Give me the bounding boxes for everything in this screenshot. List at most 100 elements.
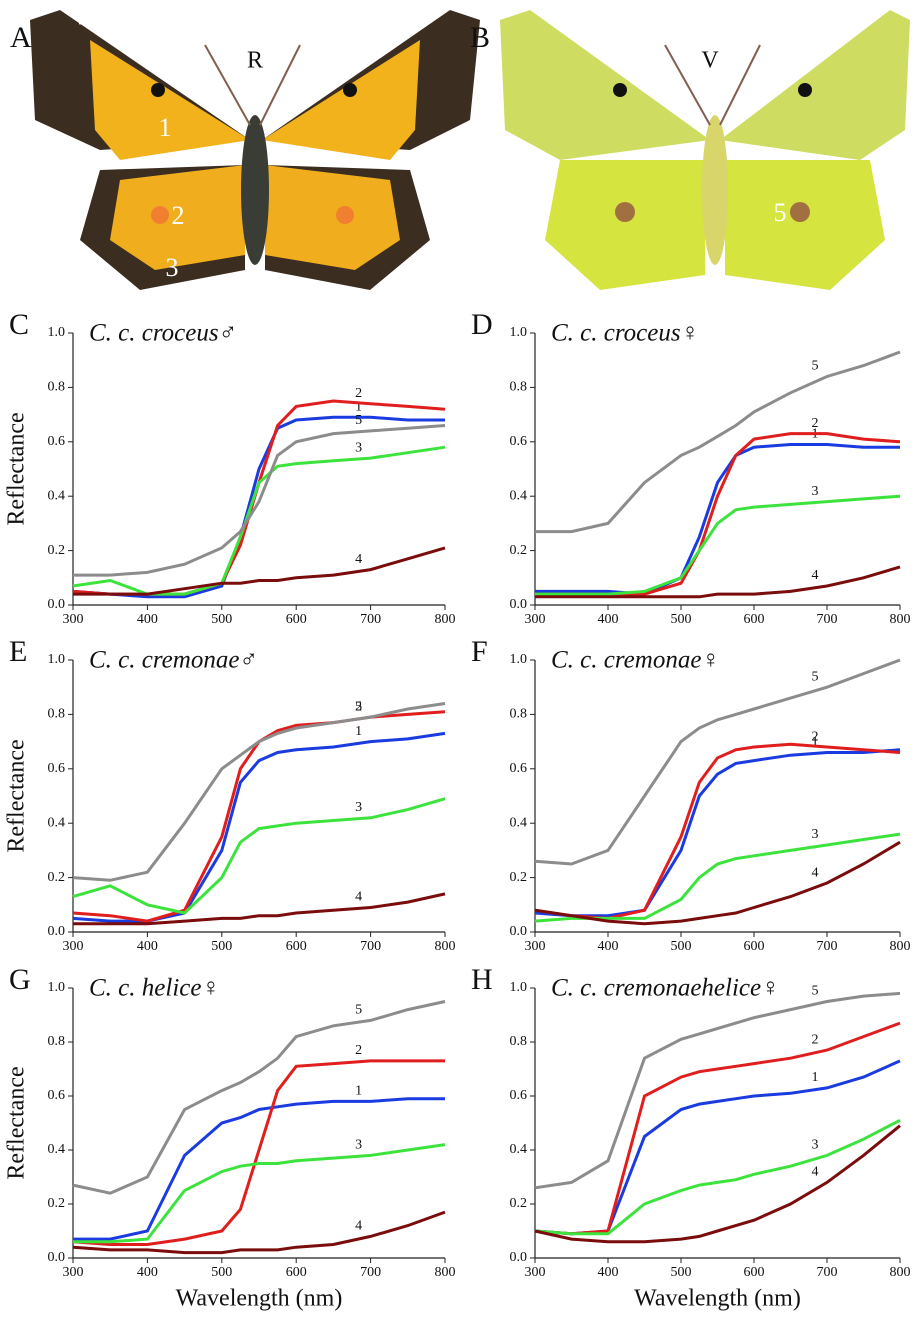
y-tick-label: 0.6 [48,761,66,776]
x-tick-label: 600 [286,612,307,627]
y-tick-label: 0.0 [510,597,528,612]
series-label: 3 [812,484,819,499]
series-label: 5 [812,669,819,684]
x-tick-label: 400 [598,939,619,954]
series-line [535,834,900,921]
panel-label: G [9,963,31,996]
series-line [535,1120,900,1233]
series-label: 1 [355,1084,362,1099]
y-tick-label: 1.0 [510,652,528,667]
x-tick-label: 700 [360,1265,381,1280]
side-label: V [701,48,719,74]
x-axis-label: Wavelength (nm) [634,1286,801,1312]
chart-title: C. c. cremonae♀ [551,647,720,674]
series-line [535,1023,900,1234]
y-tick-label: 0.8 [510,707,528,722]
x-tick-label: 600 [744,612,765,627]
series-label: 4 [355,1219,362,1234]
series-line [535,993,900,1187]
x-tick-label: 400 [598,1265,619,1280]
y-tick-label: 0.2 [510,870,528,885]
y-tick-label: 0.2 [48,543,66,558]
series-line [535,744,900,918]
series-line [535,352,900,532]
y-tick-label: 0.8 [510,1034,528,1049]
series-label: 4 [812,1165,819,1180]
y-tick-label: 0.0 [48,924,66,939]
x-tick-label: 700 [360,612,381,627]
x-tick-label: 300 [63,1265,84,1280]
y-tick-label: 0.4 [48,1142,66,1157]
x-tick-label: 400 [137,939,158,954]
series-label: 1 [355,724,362,739]
x-tick-label: 300 [525,939,546,954]
series-label: 3 [812,827,819,842]
x-tick-label: 500 [671,939,692,954]
chart-title: C. c. cremonae♂ [89,647,258,674]
y-tick-label: 0.0 [510,1250,528,1265]
x-tick-label: 300 [63,612,84,627]
x-tick-label: 800 [435,939,456,954]
y-tick-label: 0.2 [510,1196,528,1211]
series-label: 2 [355,1043,362,1058]
chart-title: C. c. cremonaehelice♀ [551,975,780,1002]
series-label: 4 [355,890,362,905]
chart-title: C. c. croceus♂ [89,320,237,347]
y-axis-label: Reflectance [4,412,30,525]
series-label: 3 [355,440,362,455]
series-label: 5 [355,699,362,714]
y-axis-label: Reflectance [4,739,30,852]
x-tick-label: 800 [890,612,911,627]
y-tick-label: 0.8 [48,1034,66,1049]
series-line [535,434,900,594]
series-label: 1 [812,1070,819,1085]
x-tick-label: 500 [671,1265,692,1280]
series-label: 5 [812,359,819,374]
series-label: 5 [355,1003,362,1018]
panel-label: B [470,21,490,54]
x-tick-label: 500 [211,939,232,954]
series-line [73,1145,445,1242]
y-tick-label: 0.4 [510,1142,528,1157]
series-label: 5 [812,984,819,999]
x-tick-label: 600 [286,939,307,954]
series-label: 2 [812,729,819,744]
x-tick-label: 700 [817,612,838,627]
series-line [73,1099,445,1239]
spot-label: 1 [159,113,172,142]
figure: A R 4 1 2 3 B V 5 CC. c. croceus♂0.00.20… [0,0,914,1320]
x-tick-label: 300 [63,939,84,954]
x-tick-label: 700 [817,1265,838,1280]
y-tick-label: 0.4 [510,488,528,503]
x-tick-label: 800 [435,1265,456,1280]
y-tick-label: 1.0 [510,980,528,995]
series-label: 2 [355,386,362,401]
series-label: 4 [812,568,819,583]
y-tick-label: 0.4 [48,488,66,503]
panel-label: F [471,635,488,668]
series-label: 4 [355,552,362,567]
y-tick-label: 0.0 [48,1250,66,1265]
y-tick-label: 0.6 [510,761,528,776]
series-line [73,1212,445,1253]
series-line [535,445,900,595]
panel-label: H [471,963,493,996]
y-tick-label: 0.8 [48,380,66,395]
side-label: R [247,48,263,74]
series-label: 4 [812,865,819,880]
y-tick-label: 1.0 [510,325,528,340]
x-tick-label: 500 [211,1265,232,1280]
x-tick-label: 400 [137,1265,158,1280]
y-tick-label: 0.6 [510,434,528,449]
y-tick-label: 0.4 [510,815,528,830]
series-label: 2 [812,416,819,431]
x-tick-label: 800 [890,939,911,954]
y-tick-label: 0.2 [48,1196,66,1211]
series-label: 3 [355,1138,362,1153]
y-axis-label: Reflectance [4,1066,30,1179]
x-tick-label: 700 [360,939,381,954]
y-tick-label: 1.0 [48,980,66,995]
x-tick-label: 500 [211,612,232,627]
x-tick-label: 300 [525,1265,546,1280]
series-line [535,750,900,916]
